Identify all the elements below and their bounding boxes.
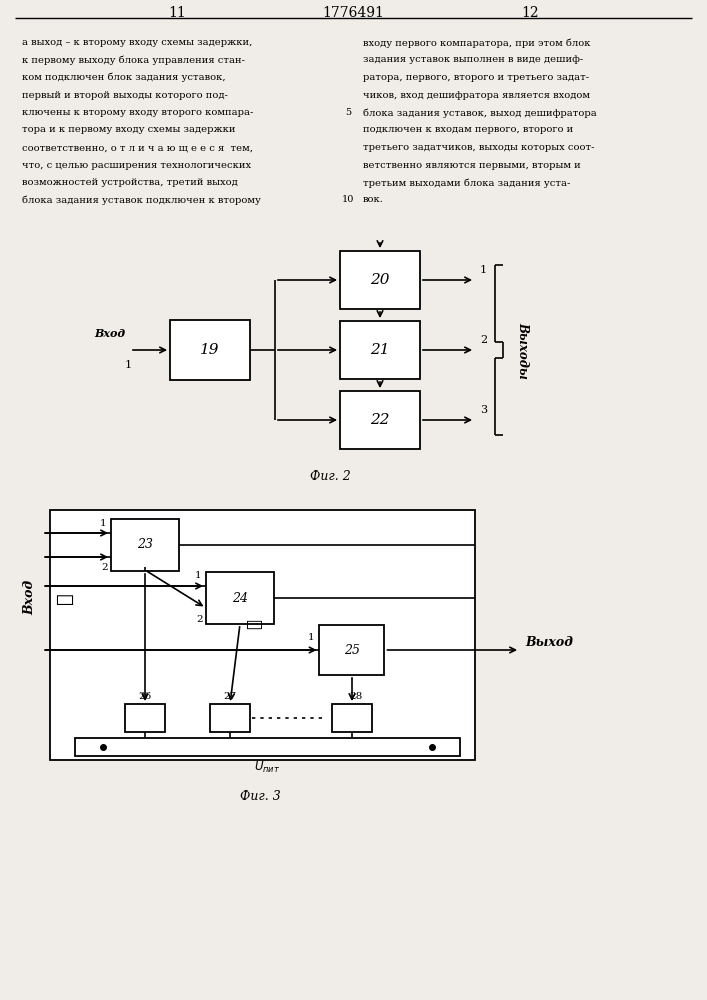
Text: Выходы: Выходы — [517, 322, 530, 378]
Bar — [332, 704, 372, 732]
Bar — [340, 251, 420, 309]
Text: 1: 1 — [480, 265, 487, 275]
Text: Вход: Вход — [94, 328, 125, 339]
Text: возможностей устройства, третий выход: возможностей устройства, третий выход — [22, 178, 238, 187]
Text: 27: 27 — [223, 692, 237, 701]
Text: ⋯: ⋯ — [247, 619, 264, 629]
Text: $U_{пит}$: $U_{пит}$ — [255, 760, 281, 775]
Text: входу первого компаратора, при этом блок: входу первого компаратора, при этом блок — [363, 38, 590, 47]
Bar — [125, 704, 165, 732]
Text: 2: 2 — [101, 562, 108, 572]
Text: к первому выходу блока управления стан-: к первому выходу блока управления стан- — [22, 55, 245, 65]
Text: Фиг. 2: Фиг. 2 — [310, 470, 351, 483]
Bar — [210, 704, 250, 732]
Text: блока задания уставок подключен к второму: блока задания уставок подключен к втором… — [22, 196, 261, 205]
Text: 19: 19 — [200, 343, 220, 357]
Text: 20: 20 — [370, 273, 390, 287]
Text: блока задания уставок, выход дешифратора: блока задания уставок, выход дешифратора — [363, 108, 597, 117]
Text: ратора, первого, второго и третьего задат-: ратора, первого, второго и третьего зада… — [363, 73, 589, 82]
Text: ком подключен блок задания уставок,: ком подключен блок задания уставок, — [22, 73, 226, 83]
Bar — [320, 625, 385, 675]
Text: 24: 24 — [232, 591, 248, 604]
Text: 1: 1 — [124, 360, 132, 370]
Text: 22: 22 — [370, 413, 390, 427]
Text: что, с целью расширения технологических: что, с целью расширения технологических — [22, 160, 251, 169]
Text: 11: 11 — [168, 6, 186, 20]
Text: 10: 10 — [341, 196, 354, 205]
Bar — [340, 321, 420, 379]
Text: 21: 21 — [370, 343, 390, 357]
Text: 5: 5 — [345, 108, 351, 117]
Text: 1: 1 — [100, 518, 106, 528]
Text: 23: 23 — [137, 538, 153, 552]
Bar — [340, 391, 420, 449]
Text: ключены к второму входу второго компара-: ключены к второму входу второго компара- — [22, 108, 253, 117]
Text: ⋯: ⋯ — [56, 592, 74, 604]
Bar — [170, 320, 250, 380]
Text: первый и второй выходы которого под-: первый и второй выходы которого под- — [22, 91, 228, 100]
Text: тора и к первому входу схемы задержки: тора и к первому входу схемы задержки — [22, 125, 235, 134]
Text: 2: 2 — [197, 615, 203, 624]
Bar — [50, 510, 475, 760]
Text: третьим выходами блока задания уста-: третьим выходами блока задания уста- — [363, 178, 571, 188]
Text: вок.: вок. — [363, 196, 384, 205]
Text: Вход: Вход — [23, 580, 37, 615]
Text: 28: 28 — [349, 692, 363, 701]
Bar — [206, 572, 274, 624]
Text: 26: 26 — [139, 692, 151, 701]
Text: чиков, вход дешифратора является входом: чиков, вход дешифратора является входом — [363, 91, 590, 100]
Text: а выход – к второму входу схемы задержки,: а выход – к второму входу схемы задержки… — [22, 38, 252, 47]
Bar — [75, 738, 460, 756]
Text: задания уставок выполнен в виде дешиф-: задания уставок выполнен в виде дешиф- — [363, 55, 583, 64]
Text: 1776491: 1776491 — [322, 6, 384, 20]
Text: 25: 25 — [344, 644, 360, 656]
Text: Выход: Выход — [525, 636, 573, 648]
Text: ветственно являются первыми, вторым и: ветственно являются первыми, вторым и — [363, 160, 580, 169]
Text: Фиг. 3: Фиг. 3 — [240, 790, 281, 803]
Text: подключен к входам первого, второго и: подключен к входам первого, второго и — [363, 125, 573, 134]
Text: 1: 1 — [194, 572, 201, 580]
Text: 12: 12 — [521, 6, 539, 20]
Bar — [111, 519, 179, 571]
Text: третьего задатчиков, выходы которых соот-: третьего задатчиков, выходы которых соот… — [363, 143, 595, 152]
Text: 1: 1 — [308, 634, 315, 643]
Text: 3: 3 — [480, 405, 487, 415]
Text: 2: 2 — [480, 335, 487, 345]
Text: соответственно, о т л и ч а ю щ е е с я  тем,: соответственно, о т л и ч а ю щ е е с я … — [22, 143, 253, 152]
